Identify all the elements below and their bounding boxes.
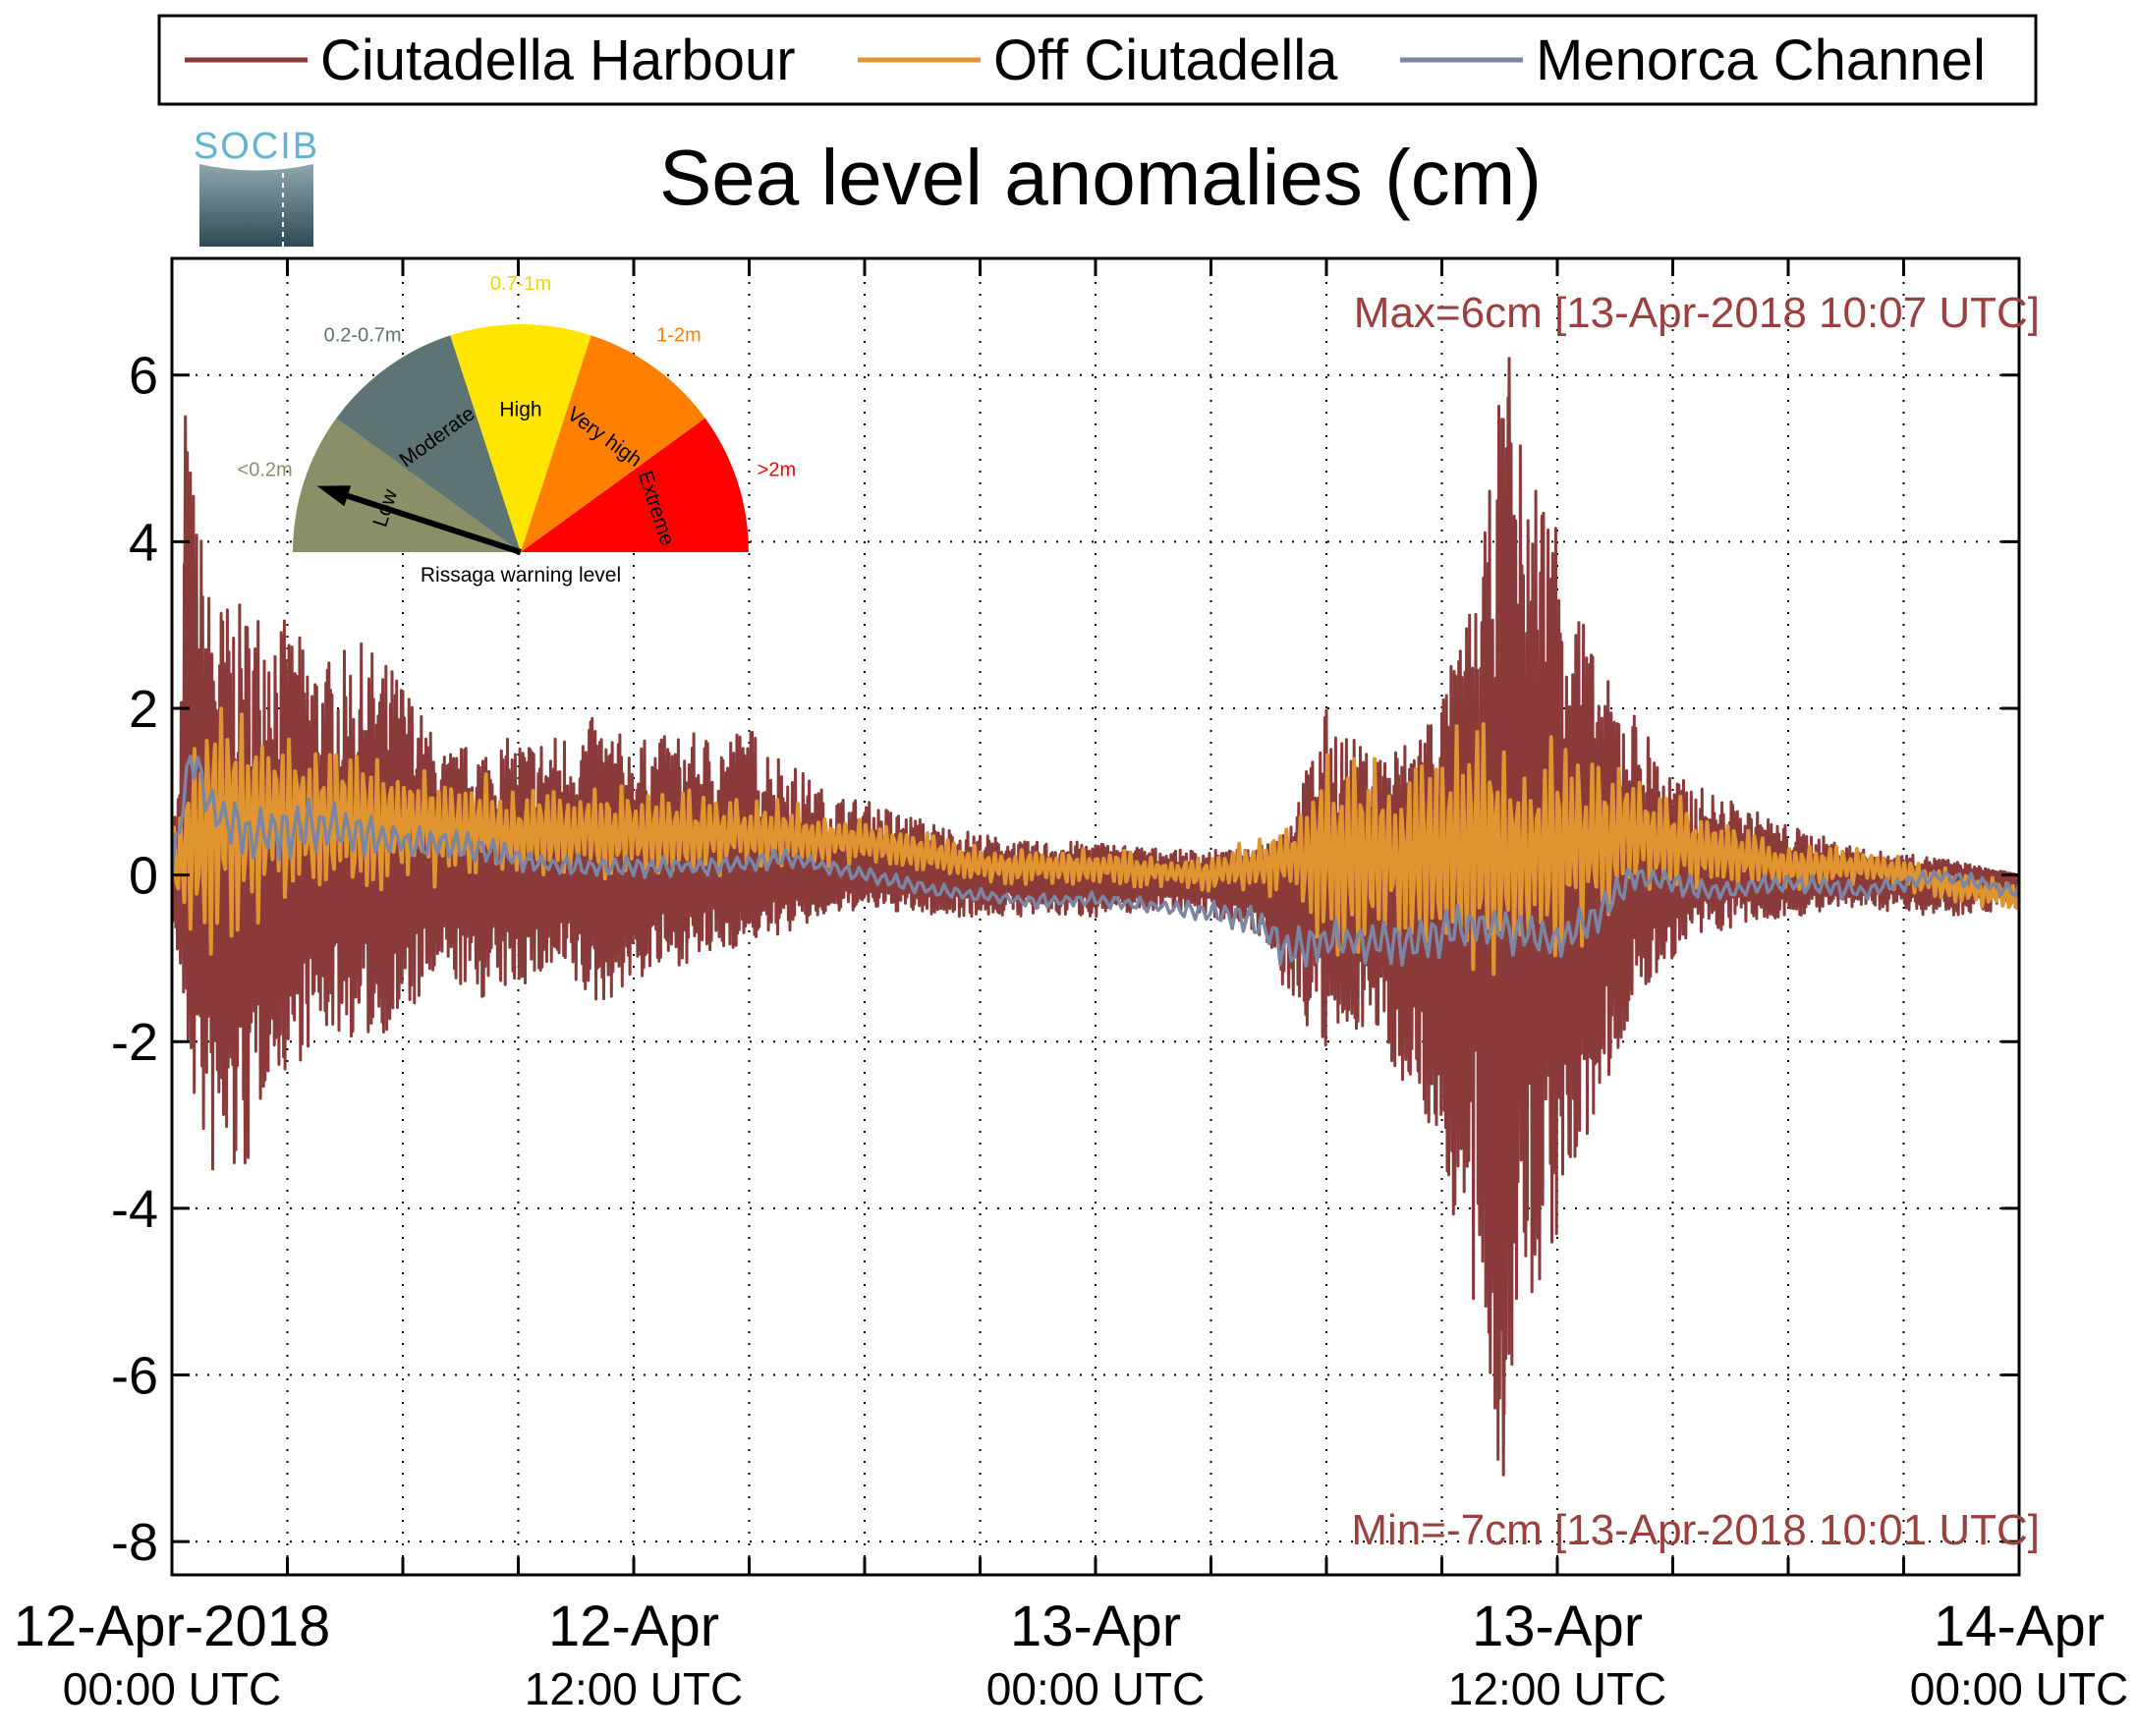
gauge-label-high: High: [499, 399, 541, 421]
min-annotation: Min=-7cm [13-Apr-2018 10:01 UTC]: [1351, 1506, 2040, 1554]
legend-label-menorca-channel: Menorca Channel: [1536, 28, 1986, 92]
socib-logo-text: SOCIB: [194, 126, 319, 167]
x-tick-label-time: 12:00 UTC: [1448, 1663, 1666, 1714]
gauge-sector-very-high: [521, 335, 705, 552]
y-tick-label: -6: [111, 1346, 158, 1405]
series-layer: [172, 357, 2019, 1477]
gauge-range-very-high: 1-2m: [656, 325, 702, 347]
legend-box: [157, 14, 2038, 106]
gauge-sectors: [293, 324, 749, 552]
gauge-range-extreme: >2m: [758, 459, 796, 480]
y-tick-label: 4: [129, 513, 158, 572]
socib-logo: SOCIB: [194, 126, 319, 247]
max-annotation: Max=6cm [13-Apr-2018 10:07 UTC]: [1354, 289, 2040, 337]
legend: Ciutadella Harbour Off Ciutadella Menorc…: [157, 14, 2038, 106]
x-tick-label-date: 13-Apr: [1010, 1595, 1181, 1658]
y-tick-label: 6: [129, 347, 158, 406]
gauge-caption: Rissaga warning level: [421, 564, 621, 587]
y-tick-label: 2: [129, 680, 158, 739]
gauge-needle-head: [316, 485, 352, 507]
x-tick-label-time: 00:00 UTC: [1910, 1663, 2128, 1714]
y-axis-labels: 6 4 2 0 -2 -4 -6 -8: [111, 347, 158, 1572]
x-tick-label-time: 00:00 UTC: [986, 1663, 1205, 1714]
x-tick-label-date: 12-Apr: [548, 1595, 719, 1658]
legend-label-ciutadella-harbour: Ciutadella Harbour: [320, 28, 796, 92]
gauge-range-labels: <0.2m 0.2-0.7m 0.7-1m 1-2m >2m: [238, 273, 797, 480]
series-line-ciutadella-harbour: [172, 357, 2019, 1477]
gauge-range-high: 0.7-1m: [490, 273, 551, 295]
gauge-sector-high: [450, 324, 591, 552]
gauge-sector-low: [293, 418, 521, 552]
x-tick-label-date: 14-Apr: [1934, 1595, 2105, 1658]
y-tick-label: -2: [111, 1013, 158, 1072]
y-tick-label: 0: [129, 847, 158, 906]
x-tick-label-time: 12:00 UTC: [525, 1663, 743, 1714]
gauge-range-moderate: 0.2-0.7m: [324, 325, 402, 347]
y-tick-label: -8: [111, 1513, 158, 1572]
series-line-off-ciutadella: [172, 706, 2019, 977]
gauge-needle: [324, 485, 522, 555]
series-line-menorca-channel: [172, 755, 2019, 968]
chart-title: Sea level anomalies (cm): [659, 134, 1542, 221]
gauge-range-low: <0.2m: [238, 459, 293, 480]
x-tick-label-time: 00:00 UTC: [63, 1663, 281, 1714]
x-tick-label-date: 13-Apr: [1472, 1595, 1643, 1658]
y-tick-label: -4: [111, 1180, 158, 1239]
axis-ticks: [170, 258, 2021, 1575]
legend-label-off-ciutadella: Off Ciutadella: [993, 28, 1338, 92]
gauge-sector-moderate: [336, 335, 521, 552]
x-tick-label-date: 12-Apr-2018: [14, 1595, 330, 1658]
gauge-sector-extreme: [521, 418, 749, 552]
